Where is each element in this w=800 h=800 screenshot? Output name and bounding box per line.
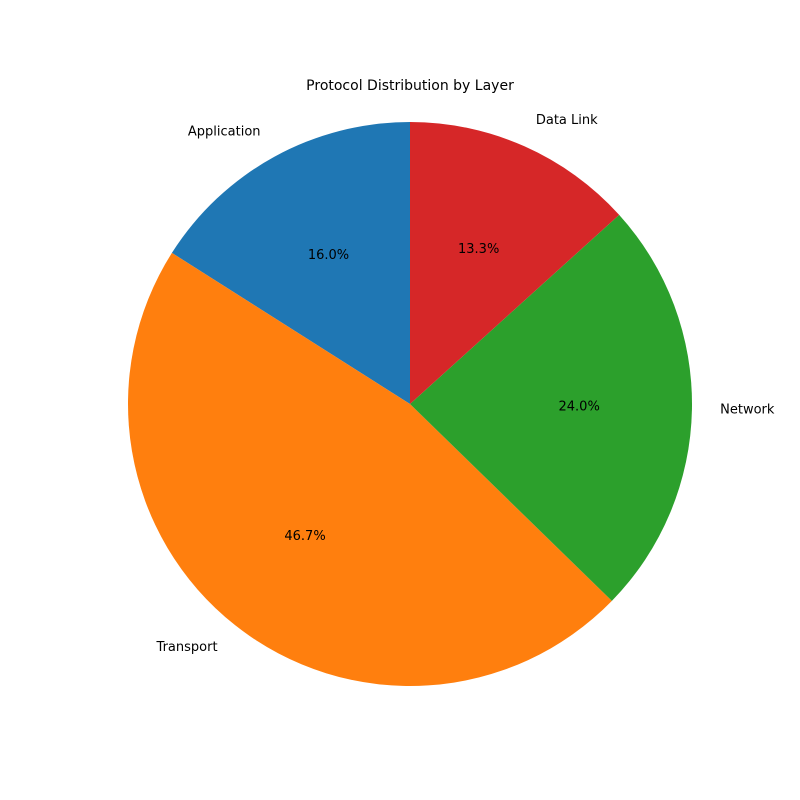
percent-label-network: 24.0% (559, 400, 600, 415)
slice-label-data-link: Data Link (536, 113, 598, 128)
pie-labels: Application 16.0% Transport 46.7% Network 24.… (156, 113, 775, 655)
pie-slice-network (410, 214, 692, 601)
percent-label-transport: 46.7% (284, 529, 325, 544)
slice-label-transport: Transport (156, 640, 218, 655)
pie-slice-data-link (410, 122, 620, 404)
percent-label-data-link: 13.3% (458, 242, 499, 257)
slice-label-application: Application (188, 125, 261, 140)
pie-slices (128, 122, 692, 686)
pie-slice-transport (128, 252, 612, 686)
slice-label-network: Network (720, 402, 775, 417)
percent-label-application: 16.0% (308, 248, 349, 263)
pie-slice-application (171, 122, 410, 404)
chart-title: Protocol Distribution by Layer (306, 78, 514, 94)
